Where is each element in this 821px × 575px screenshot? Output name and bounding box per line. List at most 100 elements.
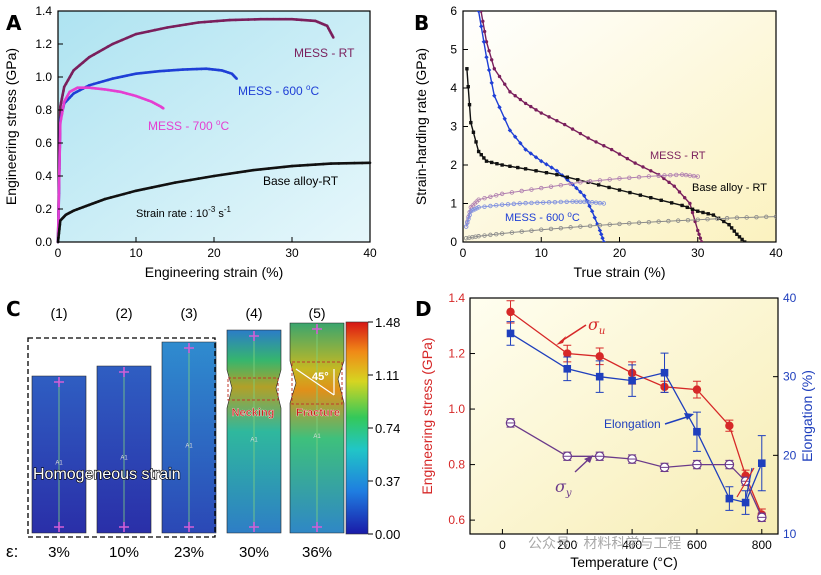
series-0-point bbox=[586, 136, 590, 140]
series-0-point bbox=[503, 82, 507, 86]
series-0-point bbox=[106, 45, 110, 48]
series-2-point bbox=[516, 165, 520, 170]
y-tick-label: 1 bbox=[450, 197, 457, 211]
series-3-point bbox=[189, 178, 192, 182]
series-4-point bbox=[467, 212, 472, 218]
series-0-point bbox=[327, 26, 330, 30]
series-2-point bbox=[729, 226, 734, 230]
series-1-point bbox=[116, 76, 119, 79]
series-3-point bbox=[329, 162, 333, 165]
y2-tick-label: 30 bbox=[783, 370, 797, 384]
series-0-point bbox=[295, 18, 299, 21]
point-label: A1 bbox=[120, 456, 128, 462]
y-tick-label: 6 bbox=[450, 4, 457, 18]
series-0-point bbox=[290, 17, 294, 21]
panel-a-label-base: Base alloy-RT bbox=[263, 174, 339, 188]
elongation-point bbox=[725, 494, 734, 503]
series-1-point bbox=[167, 69, 171, 72]
series-3-point bbox=[58, 227, 61, 231]
series-5-point bbox=[685, 217, 691, 223]
y-tick-label: 2 bbox=[450, 158, 457, 172]
series-5-point bbox=[656, 219, 661, 224]
series-3-point bbox=[674, 172, 679, 178]
series-3-point bbox=[103, 197, 107, 201]
marker-cross bbox=[184, 522, 194, 532]
series-1-point bbox=[139, 71, 142, 75]
elongation-point bbox=[741, 498, 750, 507]
series-3-point bbox=[482, 196, 487, 201]
series-2-point bbox=[147, 99, 150, 102]
series-4-point bbox=[494, 203, 499, 208]
series-1-point bbox=[235, 77, 238, 80]
series-3-point bbox=[259, 168, 263, 171]
series-3-point bbox=[321, 162, 325, 166]
series-4-point bbox=[466, 216, 471, 222]
y-tick-label: 0.6 bbox=[448, 513, 465, 527]
series-0-point bbox=[329, 31, 333, 35]
series-0-point bbox=[197, 21, 200, 24]
series-3-point bbox=[58, 223, 62, 227]
series-0-point bbox=[677, 190, 682, 194]
series-1-point bbox=[220, 69, 224, 72]
series-1-point bbox=[200, 67, 203, 71]
elongation-point bbox=[757, 459, 766, 467]
panel-d-plot-background bbox=[469, 297, 779, 535]
series-3-point bbox=[476, 197, 481, 202]
series-1-point bbox=[497, 105, 502, 110]
series-2-point bbox=[119, 90, 122, 94]
series-0-point bbox=[59, 105, 62, 108]
point-label: A1 bbox=[313, 434, 321, 440]
series-0-point bbox=[513, 94, 517, 98]
series-0-point bbox=[641, 165, 645, 169]
series-2-point bbox=[680, 203, 684, 208]
fracture-label: Fracture bbox=[296, 407, 340, 419]
series-0-point bbox=[61, 93, 64, 97]
series-0-point bbox=[318, 21, 322, 25]
marker-cross bbox=[119, 367, 129, 377]
series-1-point bbox=[158, 69, 161, 73]
series-1-point bbox=[214, 68, 217, 71]
x-tick-label: 40 bbox=[769, 246, 783, 260]
series-2-point bbox=[57, 193, 61, 196]
series-5-point bbox=[587, 223, 593, 229]
series-2-point bbox=[617, 188, 622, 192]
series-0-point bbox=[625, 156, 630, 161]
series-3-point bbox=[91, 202, 94, 205]
series-1-point bbox=[111, 77, 114, 80]
series-3-point bbox=[607, 177, 612, 182]
series-2-point bbox=[62, 100, 66, 103]
series-1-point bbox=[181, 68, 185, 71]
x-tick-label: 0 bbox=[55, 246, 62, 260]
series-0-point bbox=[215, 19, 219, 23]
y-tick-label: 0.8 bbox=[35, 103, 52, 117]
series-5-point bbox=[568, 225, 573, 230]
marker-cross bbox=[119, 522, 129, 532]
panel-b: 0 10 20 30 40 0 1 2 3 4 5 6 True strain (%) Strain-ha… bbox=[413, 4, 783, 280]
series-3-point bbox=[150, 186, 153, 189]
series-2-point bbox=[500, 163, 504, 167]
series-0-point bbox=[523, 101, 528, 106]
series-4-point bbox=[465, 220, 470, 225]
series-3-point bbox=[75, 208, 78, 211]
series-3-point bbox=[57, 232, 61, 235]
series-1-point bbox=[486, 67, 492, 73]
fracture-box bbox=[291, 361, 343, 405]
series-0-point bbox=[228, 18, 231, 22]
series-4-point bbox=[541, 200, 546, 205]
series-0-point bbox=[125, 36, 128, 40]
series-1-point bbox=[597, 228, 603, 233]
series-0-point bbox=[300, 18, 303, 22]
y-tick-label: 1.4 bbox=[448, 291, 465, 305]
series-2-point bbox=[544, 171, 549, 175]
strain-value: 23% bbox=[174, 544, 204, 561]
series-5-point bbox=[488, 232, 493, 238]
series-1-point bbox=[226, 71, 230, 74]
series-0-point bbox=[534, 108, 538, 112]
series-0-point bbox=[508, 90, 512, 94]
series-0-point bbox=[547, 115, 551, 119]
series-0-point bbox=[92, 53, 96, 56]
series-3-point bbox=[494, 193, 499, 198]
panel-b-plot-background bbox=[462, 10, 777, 243]
series-0-point bbox=[649, 169, 653, 173]
series-3-point bbox=[251, 168, 255, 172]
